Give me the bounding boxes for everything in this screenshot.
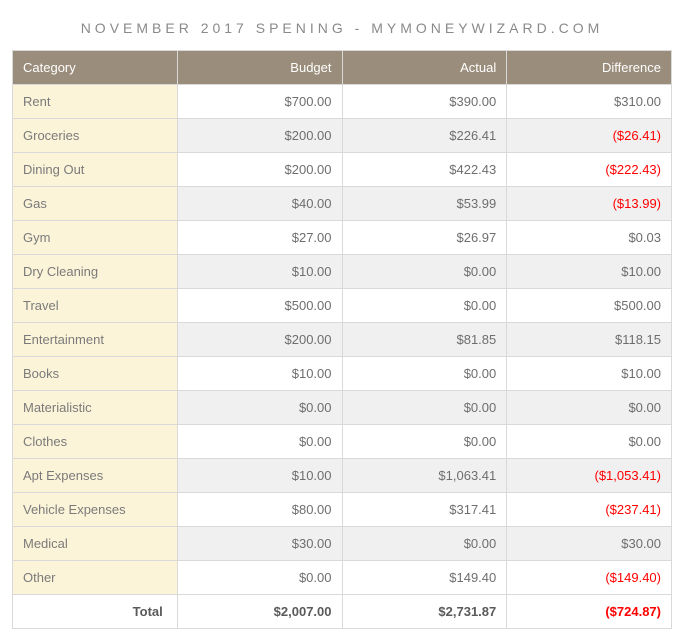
cell-budget: $0.00 — [177, 561, 342, 595]
cell-actual: $149.40 — [342, 561, 507, 595]
cell-difference: $0.03 — [507, 221, 672, 255]
table-row: Books$10.00$0.00$10.00 — [13, 357, 672, 391]
cell-difference: $10.00 — [507, 357, 672, 391]
cell-difference: $10.00 — [507, 255, 672, 289]
cell-budget: $30.00 — [177, 527, 342, 561]
spending-table: Category Budget Actual Difference Rent$7… — [12, 50, 672, 629]
cell-difference: ($222.43) — [507, 153, 672, 187]
cell-budget: $10.00 — [177, 255, 342, 289]
page-title: NOVEMBER 2017 SPENING - MYMONEYWIZARD.CO… — [12, 20, 672, 36]
table-row: Gas$40.00$53.99($13.99) — [13, 187, 672, 221]
cell-category: Vehicle Expenses — [13, 493, 178, 527]
cell-actual: $390.00 — [342, 85, 507, 119]
cell-category: Medical — [13, 527, 178, 561]
col-budget: Budget — [177, 51, 342, 85]
cell-difference: ($13.99) — [507, 187, 672, 221]
cell-actual: $0.00 — [342, 289, 507, 323]
cell-difference: $0.00 — [507, 425, 672, 459]
cell-budget: $200.00 — [177, 119, 342, 153]
cell-actual: $226.41 — [342, 119, 507, 153]
total-label: Total — [13, 595, 178, 629]
cell-actual: $53.99 — [342, 187, 507, 221]
cell-difference: ($26.41) — [507, 119, 672, 153]
cell-category: Materialistic — [13, 391, 178, 425]
cell-budget: $200.00 — [177, 153, 342, 187]
cell-actual: $0.00 — [342, 391, 507, 425]
table-row: Rent$700.00$390.00$310.00 — [13, 85, 672, 119]
cell-budget: $200.00 — [177, 323, 342, 357]
cell-budget: $10.00 — [177, 357, 342, 391]
cell-category: Rent — [13, 85, 178, 119]
cell-budget: $10.00 — [177, 459, 342, 493]
cell-category: Entertainment — [13, 323, 178, 357]
table-row: Apt Expenses$10.00$1,063.41($1,053.41) — [13, 459, 672, 493]
header-row: Category Budget Actual Difference — [13, 51, 672, 85]
cell-budget: $80.00 — [177, 493, 342, 527]
cell-budget: $40.00 — [177, 187, 342, 221]
col-difference: Difference — [507, 51, 672, 85]
cell-difference: ($149.40) — [507, 561, 672, 595]
total-row: Total$2,007.00$2,731.87($724.87) — [13, 595, 672, 629]
table-row: Materialistic$0.00$0.00$0.00 — [13, 391, 672, 425]
cell-actual: $0.00 — [342, 425, 507, 459]
table-row: Dining Out$200.00$422.43($222.43) — [13, 153, 672, 187]
cell-actual: $26.97 — [342, 221, 507, 255]
cell-category: Groceries — [13, 119, 178, 153]
cell-category: Books — [13, 357, 178, 391]
cell-actual: $81.85 — [342, 323, 507, 357]
total-actual: $2,731.87 — [342, 595, 507, 629]
table-row: Vehicle Expenses$80.00$317.41($237.41) — [13, 493, 672, 527]
cell-difference: ($1,053.41) — [507, 459, 672, 493]
cell-actual: $0.00 — [342, 527, 507, 561]
cell-budget: $27.00 — [177, 221, 342, 255]
table-row: Clothes$0.00$0.00$0.00 — [13, 425, 672, 459]
cell-category: Travel — [13, 289, 178, 323]
table-row: Gym$27.00$26.97$0.03 — [13, 221, 672, 255]
cell-actual: $1,063.41 — [342, 459, 507, 493]
cell-budget: $0.00 — [177, 391, 342, 425]
cell-difference: $118.15 — [507, 323, 672, 357]
cell-difference: $0.00 — [507, 391, 672, 425]
col-actual: Actual — [342, 51, 507, 85]
table-row: Medical$30.00$0.00$30.00 — [13, 527, 672, 561]
cell-difference: $30.00 — [507, 527, 672, 561]
cell-difference: $500.00 — [507, 289, 672, 323]
cell-category: Apt Expenses — [13, 459, 178, 493]
cell-category: Clothes — [13, 425, 178, 459]
total-difference: ($724.87) — [507, 595, 672, 629]
cell-category: Other — [13, 561, 178, 595]
cell-budget: $0.00 — [177, 425, 342, 459]
cell-actual: $422.43 — [342, 153, 507, 187]
cell-budget: $700.00 — [177, 85, 342, 119]
table-row: Travel$500.00$0.00$500.00 — [13, 289, 672, 323]
cell-category: Dining Out — [13, 153, 178, 187]
table-row: Groceries$200.00$226.41($26.41) — [13, 119, 672, 153]
cell-actual: $0.00 — [342, 255, 507, 289]
cell-actual: $0.00 — [342, 357, 507, 391]
cell-difference: ($237.41) — [507, 493, 672, 527]
table-row: Entertainment$200.00$81.85$118.15 — [13, 323, 672, 357]
cell-budget: $500.00 — [177, 289, 342, 323]
cell-category: Gym — [13, 221, 178, 255]
table-row: Other$0.00$149.40($149.40) — [13, 561, 672, 595]
cell-category: Gas — [13, 187, 178, 221]
table-row: Dry Cleaning$10.00$0.00$10.00 — [13, 255, 672, 289]
total-budget: $2,007.00 — [177, 595, 342, 629]
cell-actual: $317.41 — [342, 493, 507, 527]
cell-category: Dry Cleaning — [13, 255, 178, 289]
col-category: Category — [13, 51, 178, 85]
cell-difference: $310.00 — [507, 85, 672, 119]
